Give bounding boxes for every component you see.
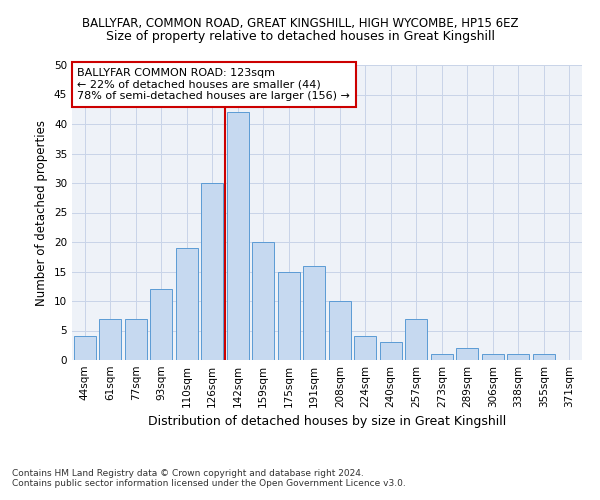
Bar	[227, 112, 248, 360]
Bar	[355, 336, 376, 360]
Bar	[533, 354, 554, 360]
Bar	[457, 348, 478, 360]
Bar	[151, 289, 172, 360]
Bar	[508, 354, 529, 360]
Text: Contains public sector information licensed under the Open Government Licence v3: Contains public sector information licen…	[12, 478, 406, 488]
Text: BALLYFAR COMMON ROAD: 123sqm
← 22% of detached houses are smaller (44)
78% of se: BALLYFAR COMMON ROAD: 123sqm ← 22% of de…	[77, 68, 350, 101]
Bar	[74, 336, 95, 360]
Bar	[202, 183, 223, 360]
Text: BALLYFAR, COMMON ROAD, GREAT KINGSHILL, HIGH WYCOMBE, HP15 6EZ: BALLYFAR, COMMON ROAD, GREAT KINGSHILL, …	[82, 18, 518, 30]
Bar	[253, 242, 274, 360]
Bar	[100, 318, 121, 360]
X-axis label: Distribution of detached houses by size in Great Kingshill: Distribution of detached houses by size …	[148, 416, 506, 428]
Bar	[278, 272, 299, 360]
Bar	[482, 354, 503, 360]
Bar	[176, 248, 197, 360]
Bar	[329, 301, 350, 360]
Text: Contains HM Land Registry data © Crown copyright and database right 2024.: Contains HM Land Registry data © Crown c…	[12, 468, 364, 477]
Y-axis label: Number of detached properties: Number of detached properties	[35, 120, 49, 306]
Bar	[380, 342, 401, 360]
Bar	[125, 318, 146, 360]
Text: Size of property relative to detached houses in Great Kingshill: Size of property relative to detached ho…	[106, 30, 494, 43]
Bar	[431, 354, 452, 360]
Bar	[304, 266, 325, 360]
Bar	[406, 318, 427, 360]
